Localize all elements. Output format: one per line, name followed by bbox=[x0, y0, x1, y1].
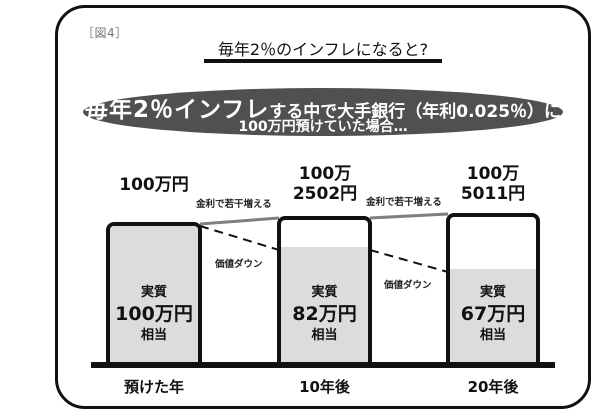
real-suffix: 相当 bbox=[311, 328, 338, 343]
scenario-banner: 毎年2％インフレする中で大手銀行（年利0.025％）に 100万円預けていた場合… bbox=[83, 87, 563, 137]
nominal-amount-1: 100万 2502円 bbox=[278, 164, 372, 204]
real-suffix: 相当 bbox=[140, 328, 167, 343]
x-label-deposit-year: 預けた年 bbox=[123, 378, 184, 396]
note-increase-2: 金利で若干増える bbox=[366, 197, 442, 208]
x-label-20-years: 20年後 bbox=[467, 378, 519, 396]
note-decrease-2: 価値ダウン bbox=[384, 280, 432, 291]
real-label: 実質 bbox=[479, 285, 506, 300]
real-value-fill bbox=[110, 226, 198, 363]
banner-line-1: 毎年2％インフレする中で大手銀行（年利0.025％）に bbox=[83, 90, 563, 124]
real-value-fill bbox=[450, 269, 536, 363]
real-suffix: 相当 bbox=[479, 328, 506, 343]
nominal-line-2: 2502円 bbox=[292, 184, 358, 204]
title-underline bbox=[204, 59, 442, 63]
real-value: 67万円 bbox=[460, 303, 526, 325]
bar-deposit-year: 実質 100万円 相当 bbox=[106, 222, 202, 363]
increase-line-2 bbox=[369, 212, 449, 220]
bar-10-years: 実質 82万円 相当 bbox=[277, 216, 372, 363]
nominal-line-1: 100万 bbox=[298, 164, 352, 184]
real-value-fill bbox=[281, 247, 368, 363]
nominal-amount-0: 100万円 bbox=[107, 175, 201, 195]
nominal-line-1: 100万 bbox=[466, 164, 520, 184]
figure-frame bbox=[55, 5, 591, 409]
baseline-axis bbox=[91, 362, 555, 368]
banner-rest: する中で大手銀行（年利0.025％）に bbox=[269, 102, 562, 122]
decrease-line-1 bbox=[199, 225, 280, 251]
nominal-line-2: 5011円 bbox=[460, 184, 526, 204]
figure-title: 毎年2％のインフレになると? bbox=[217, 40, 429, 59]
real-label: 実質 bbox=[140, 285, 167, 300]
nominal-line-1: 100万円 bbox=[119, 175, 189, 195]
bar-20-years: 実質 67万円 相当 bbox=[446, 213, 540, 363]
banner-line-2: 100万円預けていた場合… bbox=[238, 119, 408, 135]
banner-ellipse bbox=[83, 88, 563, 136]
note-increase-1: 金利で若干増える bbox=[196, 199, 272, 210]
increase-line-1 bbox=[199, 216, 280, 226]
real-label: 実質 bbox=[311, 285, 338, 300]
figure-label: ［図4］ bbox=[82, 26, 128, 40]
x-label-10-years: 10年後 bbox=[299, 378, 350, 396]
note-decrease-1: 価値ダウン bbox=[215, 259, 263, 270]
real-value: 100万円 bbox=[115, 303, 193, 325]
decrease-line-2 bbox=[369, 249, 449, 273]
banner-emphasis: 毎年2％インフレ bbox=[84, 97, 270, 123]
real-value: 82万円 bbox=[292, 303, 357, 325]
nominal-amount-2: 100万 5011円 bbox=[447, 164, 539, 204]
